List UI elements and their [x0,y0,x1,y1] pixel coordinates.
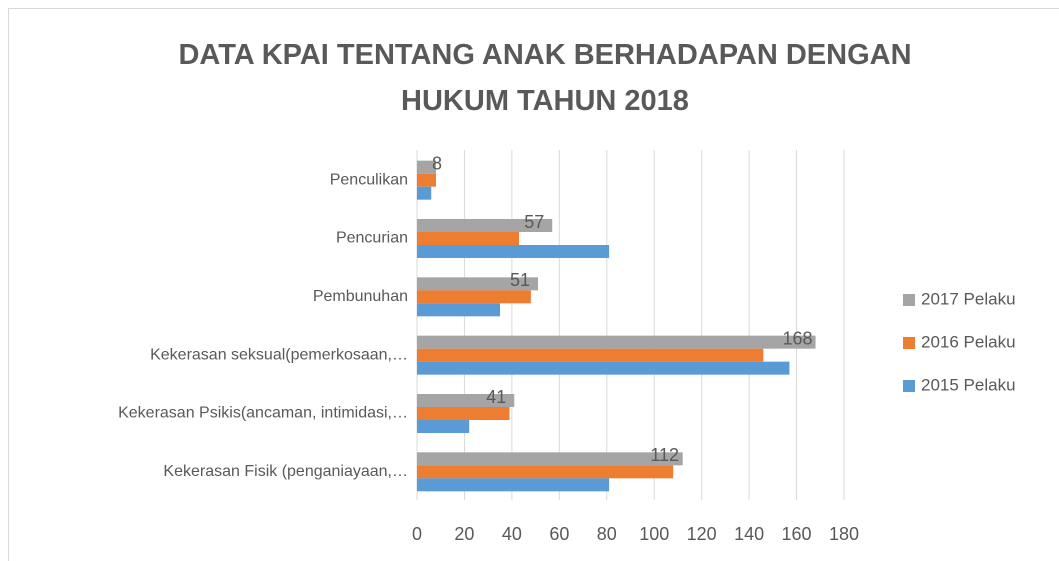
x-tick-label: 100 [639,524,669,544]
bar [417,394,515,407]
bar [417,348,764,362]
bar [417,290,531,304]
data-label: 168 [783,328,813,348]
data-label: 57 [524,212,544,232]
y-tick-label: Penculikan [330,171,408,188]
bar [417,232,520,245]
legend-swatch [903,337,915,349]
legend-swatch [903,380,915,392]
y-tick-label: Kekerasan Fisik (penganiayaan,… [163,463,408,480]
x-tick-label: 80 [597,524,617,544]
bar [417,478,610,492]
bar [417,160,436,174]
legend-label: 2015 Pelaku [921,375,1016,394]
bar [417,245,610,258]
y-tick-label: Pembunuhan [313,288,408,305]
bar [417,452,683,466]
x-tick-label: 160 [782,524,812,544]
bar [417,303,501,317]
x-tick-label: 60 [549,524,569,544]
data-label: 41 [486,387,506,407]
bar [417,219,553,232]
bar [417,420,470,433]
data-label: 8 [432,153,442,173]
bar [417,407,510,420]
chart-title: DATA KPAI TENTANG ANAK BERHADAPAN DENGAN… [178,39,912,117]
y-tick-label: Pencurian [336,230,408,247]
x-tick-label: 180 [829,524,859,544]
data-label: 112 [650,445,679,465]
legend-label: 2017 Pelaku [921,289,1016,308]
legend-swatch [903,294,915,306]
bar [417,186,432,200]
x-tick-label: 140 [734,524,764,544]
x-tick-label: 0 [412,524,422,544]
chart-border [8,8,1059,561]
bar [417,277,538,291]
data-label: 51 [510,270,530,290]
bar [417,361,790,375]
bar [417,465,674,479]
x-tick-label: 40 [502,524,522,544]
x-tick-label: 120 [687,524,717,544]
x-tick-label: 20 [454,524,474,544]
bar [417,173,436,187]
y-tick-label: Kekerasan Psikis(ancaman, intimidasi,… [118,405,408,422]
y-tick-label: Kekerasan seksual(pemerkosaan,… [150,346,408,363]
legend-label: 2016 Pelaku [921,332,1016,351]
bar [417,335,816,349]
